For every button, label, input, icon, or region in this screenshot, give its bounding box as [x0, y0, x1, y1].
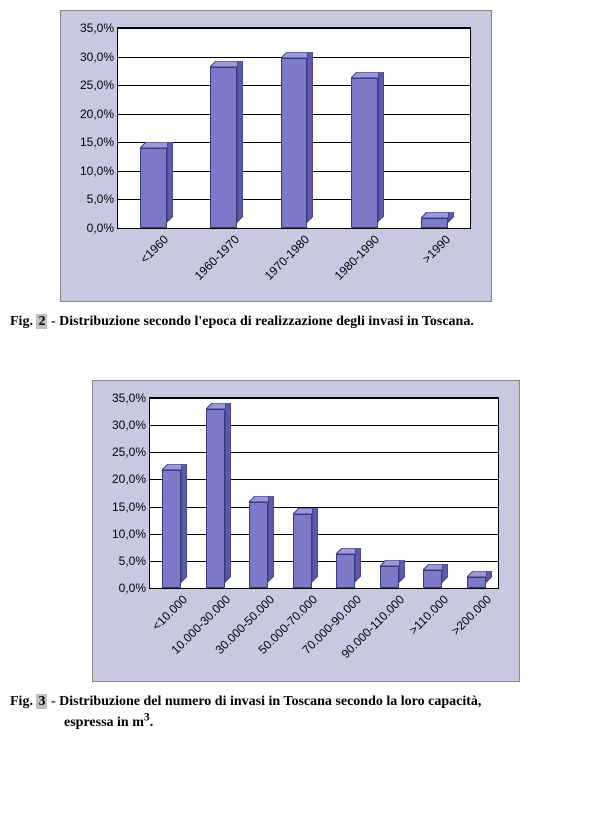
bar-side	[268, 496, 274, 588]
x-axis-label: >110.000	[402, 588, 451, 637]
x-axis-label: <1960	[133, 228, 171, 266]
y-axis-label: 25,0%	[112, 445, 150, 459]
gridline	[150, 507, 498, 508]
gridline	[150, 425, 498, 426]
bar	[281, 58, 308, 228]
y-axis-label: 5,0%	[87, 192, 118, 206]
bar-face	[351, 78, 378, 228]
bar-face	[467, 577, 486, 588]
bar	[351, 78, 378, 228]
gridline	[150, 534, 498, 535]
bar-face	[380, 566, 399, 588]
y-axis-label: 30,0%	[112, 418, 150, 432]
fig-prefix: Fig.	[10, 314, 36, 329]
bar	[162, 470, 181, 588]
bar-face	[249, 502, 268, 588]
bar-side	[448, 212, 454, 228]
bar-face	[293, 514, 312, 588]
y-axis-label: 35,0%	[112, 391, 150, 405]
bar-side	[167, 142, 173, 228]
bar	[421, 218, 448, 228]
y-axis-label: 15,0%	[80, 135, 118, 149]
figure-3-caption: Fig. 3 - Distribuzione del numero di inv…	[10, 694, 600, 731]
bar	[423, 570, 442, 588]
fig-prefix: Fig.	[10, 694, 36, 709]
y-axis-label: 20,0%	[80, 107, 118, 121]
bar	[293, 514, 312, 588]
figure-2-caption: Fig. 2 - Distribuzione secondo l'epoca d…	[10, 314, 600, 330]
bar-side	[355, 548, 361, 588]
bar-side	[307, 52, 313, 228]
bar-side	[225, 403, 231, 588]
gridline	[150, 398, 498, 399]
bar-face	[421, 218, 448, 228]
gridline	[150, 561, 498, 562]
bar	[249, 502, 268, 588]
bar-face	[206, 409, 225, 588]
figure-2: 0,0% 5,0% 10,0% 15,0% 20,0% 25,0% 30,0% 35,0% <1…	[0, 10, 600, 330]
bar-face	[281, 58, 308, 228]
bar	[210, 67, 237, 228]
bar-side	[181, 464, 187, 588]
bar-face	[423, 570, 442, 588]
bar-side	[399, 560, 405, 588]
y-axis-label: 5,0%	[119, 554, 150, 568]
figure-3: 0,0%5,0%10,0%15,0%20,0%25,0%30,0%35,0%<1…	[0, 380, 600, 731]
bar-side	[378, 72, 384, 228]
gridline	[118, 28, 470, 29]
bar	[467, 577, 486, 588]
bar	[380, 566, 399, 588]
x-axis-label: 1980-1990	[328, 228, 383, 283]
y-axis-label: 30,0%	[80, 50, 118, 64]
gridline	[150, 452, 498, 453]
bar-face	[140, 148, 167, 228]
bar-face	[162, 470, 181, 588]
fig-caption-text-1: - Distribuzione del numero di invasi in …	[47, 694, 481, 709]
y-axis-label: 0,0%	[87, 221, 118, 235]
bar	[336, 554, 355, 588]
bar-face	[210, 67, 237, 228]
chart-1: 0,0% 5,0% 10,0% 15,0% 20,0% 25,0% 30,0% 35,0% <1…	[60, 10, 492, 302]
bar-side	[312, 508, 318, 588]
bar	[206, 409, 225, 588]
x-axis-label: >1990	[415, 228, 453, 266]
y-axis-label: 20,0%	[112, 472, 150, 486]
y-axis-label: 10,0%	[112, 527, 150, 541]
fig-number: 2	[36, 314, 47, 329]
fig-caption-text: - Distribuzione secondo l'epoca di reali…	[47, 314, 473, 329]
bar-face	[336, 554, 355, 588]
x-axis-label: 1970-1980	[257, 228, 312, 283]
x-axis-label: >200.000	[445, 588, 495, 638]
chart-1-plot: 0,0%5,0%10,0%15,0%20,0%25,0%30,0%35,0%<1…	[117, 27, 471, 229]
bar-side	[486, 571, 492, 588]
y-axis-label: 10,0%	[80, 164, 118, 178]
bar-side	[442, 564, 448, 588]
y-axis-label: 15,0%	[112, 500, 150, 514]
fig-number: 3	[36, 694, 47, 709]
x-axis-label: 1960-1970	[187, 228, 242, 283]
gridline	[150, 479, 498, 480]
y-axis-label: 0,0%	[119, 581, 150, 595]
chart-2-plot: 0,0%5,0%10,0%15,0%20,0%25,0%30,0%35,0%<1…	[149, 397, 499, 589]
chart-2: 0,0%5,0%10,0%15,0%20,0%25,0%30,0%35,0%<1…	[92, 380, 520, 682]
fig-caption-period: .	[150, 715, 154, 730]
y-axis-label: 25,0%	[80, 78, 118, 92]
bar-side	[237, 61, 243, 228]
fig-caption-text-2: espressa in m	[64, 715, 144, 730]
bar	[140, 148, 167, 228]
y-axis-label: 35,0%	[80, 21, 118, 35]
